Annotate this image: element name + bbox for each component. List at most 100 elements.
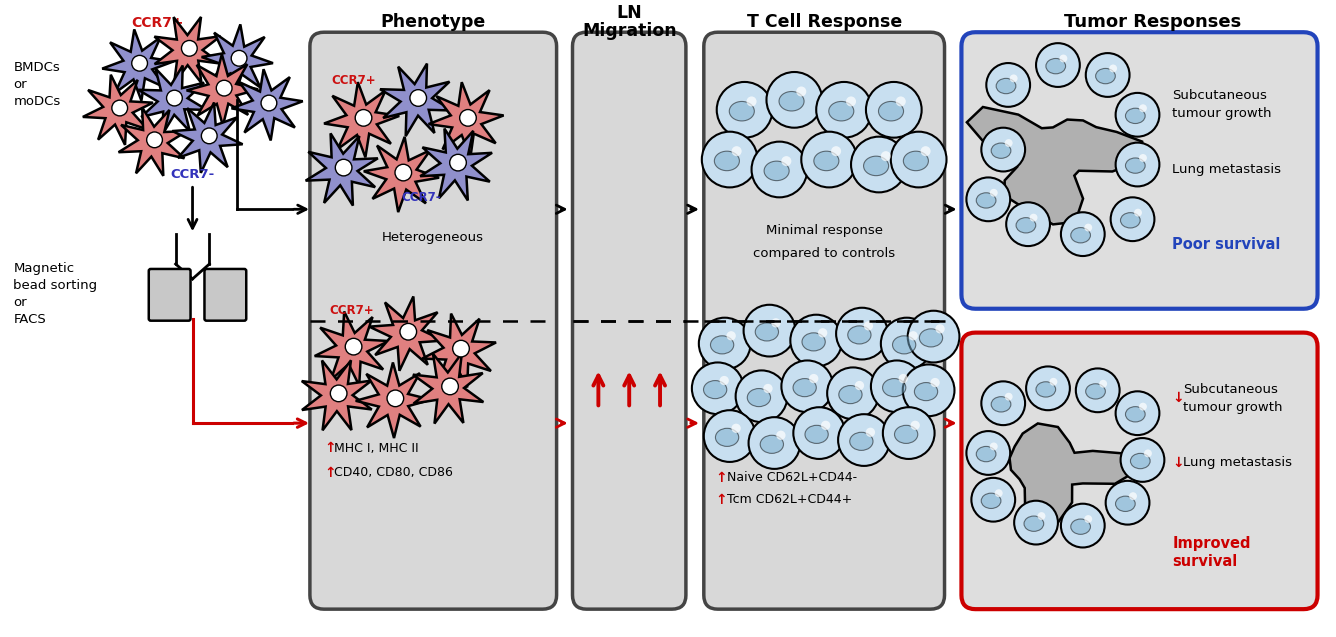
Text: CCR7+: CCR7+ — [330, 304, 374, 317]
Circle shape — [112, 100, 128, 116]
Polygon shape — [1010, 424, 1138, 522]
Ellipse shape — [1023, 516, 1043, 531]
Circle shape — [990, 443, 998, 450]
Ellipse shape — [919, 329, 943, 347]
Circle shape — [831, 146, 842, 156]
Ellipse shape — [755, 323, 779, 341]
Ellipse shape — [1070, 519, 1090, 534]
Text: ↑: ↑ — [716, 493, 727, 506]
Circle shape — [355, 110, 371, 126]
Circle shape — [1005, 393, 1013, 401]
Circle shape — [1050, 378, 1057, 385]
Polygon shape — [155, 17, 220, 83]
Circle shape — [1085, 515, 1093, 523]
Ellipse shape — [892, 336, 915, 354]
Circle shape — [851, 137, 907, 192]
Circle shape — [231, 50, 247, 66]
Circle shape — [883, 407, 935, 459]
Circle shape — [704, 410, 756, 462]
Circle shape — [1110, 197, 1154, 241]
Circle shape — [692, 362, 744, 414]
FancyBboxPatch shape — [704, 32, 945, 609]
Circle shape — [903, 364, 954, 416]
Polygon shape — [102, 29, 174, 101]
Circle shape — [1035, 43, 1079, 87]
Polygon shape — [413, 353, 484, 424]
Ellipse shape — [715, 151, 739, 171]
Circle shape — [736, 371, 787, 422]
Ellipse shape — [991, 143, 1011, 159]
Text: Tcm CD62L+CD44+: Tcm CD62L+CD44+ — [727, 493, 852, 506]
Circle shape — [748, 417, 800, 469]
Circle shape — [330, 385, 347, 402]
Circle shape — [732, 146, 741, 156]
Text: ↓: ↓ — [1172, 456, 1184, 470]
Circle shape — [810, 374, 819, 383]
Circle shape — [827, 368, 879, 419]
Circle shape — [699, 318, 751, 369]
Ellipse shape — [1086, 383, 1105, 399]
Text: compared to controls: compared to controls — [754, 247, 895, 260]
Ellipse shape — [729, 101, 755, 121]
Ellipse shape — [879, 101, 903, 121]
Ellipse shape — [1035, 382, 1055, 397]
Circle shape — [771, 318, 780, 327]
Circle shape — [802, 132, 856, 187]
Circle shape — [1030, 213, 1038, 222]
Polygon shape — [119, 108, 187, 176]
Circle shape — [720, 376, 729, 385]
Ellipse shape — [981, 493, 1001, 508]
Text: Subcutaneous
tumour growth: Subcutaneous tumour growth — [1184, 383, 1283, 414]
Circle shape — [752, 141, 807, 197]
Circle shape — [995, 489, 1003, 497]
Polygon shape — [172, 103, 243, 173]
FancyBboxPatch shape — [573, 32, 685, 609]
Circle shape — [727, 331, 736, 340]
Circle shape — [1134, 209, 1142, 217]
Circle shape — [816, 82, 872, 138]
Circle shape — [982, 127, 1025, 171]
Polygon shape — [138, 66, 207, 134]
Ellipse shape — [839, 385, 862, 404]
Text: Magnetic
bead sorting
or
FACS: Magnetic bead sorting or FACS — [13, 262, 98, 326]
Polygon shape — [967, 107, 1145, 224]
Ellipse shape — [704, 380, 727, 399]
Circle shape — [147, 132, 163, 148]
Polygon shape — [302, 361, 371, 431]
Ellipse shape — [914, 383, 938, 401]
Circle shape — [1061, 212, 1105, 256]
Circle shape — [1061, 504, 1105, 547]
Circle shape — [930, 378, 939, 387]
Circle shape — [1085, 224, 1093, 231]
Circle shape — [453, 340, 469, 357]
Circle shape — [1116, 93, 1160, 137]
Ellipse shape — [1046, 59, 1066, 74]
Circle shape — [1075, 368, 1120, 412]
Circle shape — [1121, 438, 1165, 482]
Text: MHC I, MHC II: MHC I, MHC II — [334, 441, 418, 455]
Circle shape — [1100, 380, 1108, 388]
Circle shape — [986, 63, 1030, 107]
Ellipse shape — [779, 92, 804, 111]
Circle shape — [866, 427, 875, 437]
Circle shape — [921, 146, 931, 156]
Text: ↑: ↑ — [323, 466, 335, 480]
Circle shape — [744, 304, 795, 357]
Text: ↑: ↑ — [716, 471, 727, 485]
Ellipse shape — [863, 156, 888, 176]
Polygon shape — [379, 64, 453, 136]
Ellipse shape — [711, 336, 733, 354]
Circle shape — [990, 189, 998, 197]
Polygon shape — [315, 311, 389, 385]
Text: LN
Migration: LN Migration — [582, 4, 676, 40]
Text: Tumor Responses: Tumor Responses — [1063, 13, 1241, 31]
Text: CCR7-: CCR7- — [401, 191, 441, 204]
Circle shape — [410, 90, 426, 106]
FancyBboxPatch shape — [148, 269, 191, 320]
FancyBboxPatch shape — [204, 269, 246, 320]
Circle shape — [261, 95, 277, 111]
Ellipse shape — [895, 426, 918, 443]
Circle shape — [982, 382, 1025, 425]
Circle shape — [864, 321, 874, 331]
Text: Lung metastasis: Lung metastasis — [1184, 457, 1292, 469]
